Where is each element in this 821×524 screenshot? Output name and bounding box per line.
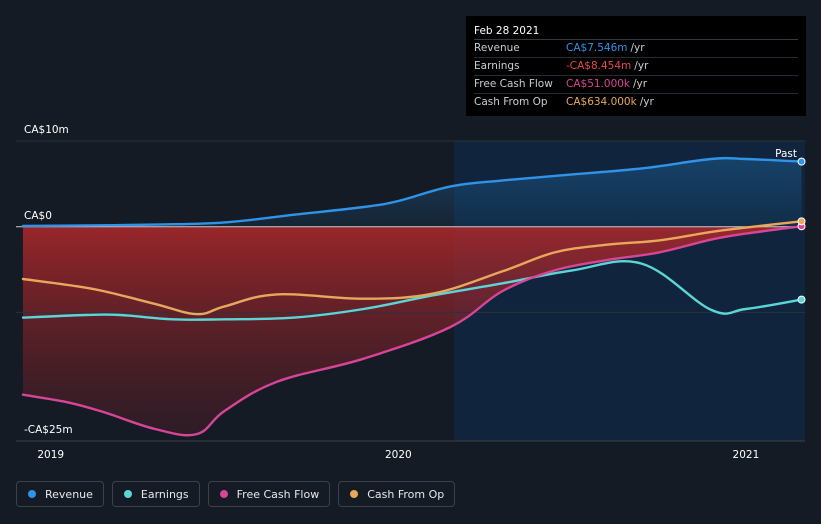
tooltip-value-wrap: CA$634.000k/yr — [566, 94, 654, 111]
series-line-free-cash-flow — [21, 225, 803, 437]
legend-label: Free Cash Flow — [236, 487, 320, 501]
tooltip-row-cash-from-op: Cash From Op CA$634.000k/yr — [474, 94, 798, 111]
x-tick-label: 2019 — [37, 449, 64, 461]
cash-from-op-dot-icon — [350, 490, 359, 498]
legend-item-cash-from-op[interactable]: Cash From Op — [338, 481, 456, 507]
legend-item-free-cash-flow[interactable]: Free Cash Flow — [207, 481, 331, 507]
chart-canvas: CA$10m CA$0 -CA$25m 2019 2020 2021 Past — [16, 124, 806, 461]
earnings-dot-icon — [123, 490, 132, 498]
tooltip-value: -CA$8.454m — [566, 60, 632, 72]
tooltip-row-free-cash-flow: Free Cash Flow CA$51.000k/yr — [474, 76, 798, 94]
tooltip-label: Revenue — [474, 42, 520, 54]
series-end-marker-revenue — [797, 157, 806, 166]
revenue-dot-icon — [28, 490, 36, 498]
tooltip-date: Feb 28 2021 — [474, 16, 798, 40]
tooltip-label: Earnings — [474, 60, 520, 72]
series-line-revenue — [21, 156, 803, 228]
tooltip-unit: /yr — [633, 78, 648, 90]
tooltip-value-wrap: CA$7.546m/yr — [566, 40, 645, 57]
tooltip-value-wrap: CA$51.000k/yr — [566, 76, 647, 93]
x-tick-label: 2020 — [385, 449, 412, 461]
legend-label: Revenue — [45, 487, 93, 501]
chart-legend: Revenue Earnings Free Cash Flow Cash Fro… — [16, 481, 456, 509]
y-tick-label-top: CA$10m — [24, 124, 69, 136]
legend-item-earnings[interactable]: Earnings — [111, 481, 200, 507]
tooltip-label: Cash From Op — [474, 96, 548, 108]
tooltip-label: Free Cash Flow — [474, 78, 553, 90]
legend-item-revenue[interactable]: Revenue — [16, 481, 104, 507]
y-tick-label-zero: CA$0 — [24, 210, 52, 222]
legend-label: Cash From Op — [367, 487, 445, 501]
revenue-area — [22, 158, 802, 227]
tooltip-row-earnings: Earnings -CA$8.454m/yr — [474, 58, 798, 76]
legend-label: Earnings — [140, 487, 189, 501]
negative-area — [22, 226, 802, 436]
tooltip-row-revenue: Revenue CA$7.546m/yr — [474, 40, 798, 58]
tooltip-value-wrap: -CA$8.454m/yr — [566, 58, 648, 75]
tooltip-value: CA$634.000k — [566, 96, 637, 108]
tooltip-unit: /yr — [630, 42, 645, 54]
series-line-earnings — [21, 259, 803, 321]
series-end-marker-cash-from-op — [797, 217, 806, 226]
tooltip-value: CA$7.546m — [566, 42, 628, 54]
free-cash-flow-dot-icon — [219, 490, 228, 498]
tooltip-unit: /yr — [634, 60, 649, 72]
series-end-marker-earnings — [797, 295, 806, 304]
tooltip-panel: Feb 28 2021 Revenue CA$7.546m/yr Earning… — [466, 16, 806, 116]
past-label: Past — [775, 148, 797, 160]
y-tick-label-bottom: -CA$25m — [24, 424, 73, 436]
tooltip-value: CA$51.000k — [566, 78, 631, 90]
series-line-cash-from-op — [21, 220, 803, 316]
x-tick-label: 2021 — [733, 449, 760, 461]
tooltip-unit: /yr — [639, 96, 654, 108]
